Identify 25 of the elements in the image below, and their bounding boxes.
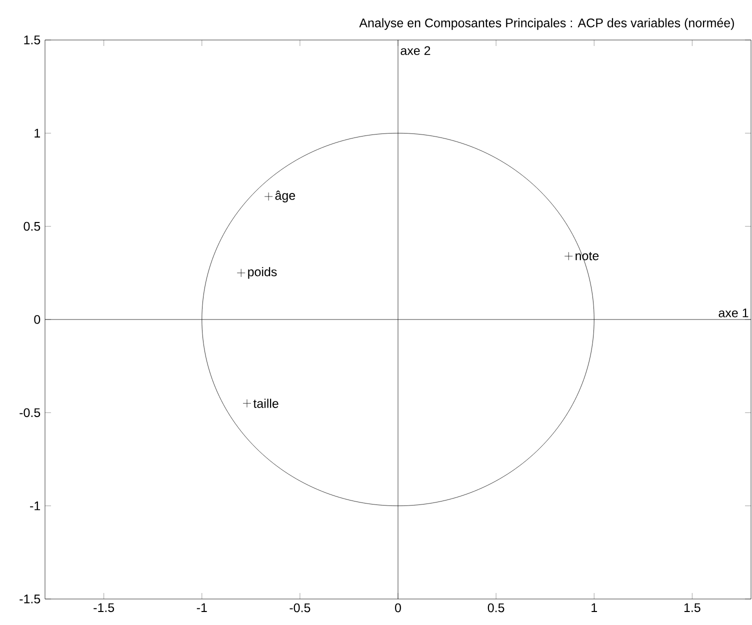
annotation: taille bbox=[253, 398, 278, 408]
annotation: poids bbox=[248, 267, 277, 279]
y-tick-label: 0 bbox=[34, 315, 40, 324]
y-tick-label: 1 bbox=[34, 128, 40, 138]
x-tick-label: 1.5 bbox=[684, 603, 700, 612]
y-tick-label: -0.5 bbox=[20, 408, 40, 418]
y-tick-label: 1.5 bbox=[24, 36, 40, 44]
annotation: âge bbox=[275, 190, 296, 202]
x-tick-label: -1.5 bbox=[94, 603, 114, 612]
point bbox=[264, 192, 273, 201]
y-tick-label: -1 bbox=[30, 502, 40, 510]
x-tick-label: -1 bbox=[196, 603, 207, 612]
x-tick-label: -0.5 bbox=[290, 603, 310, 612]
ref-line-label: axe 2 bbox=[400, 46, 430, 56]
y-tick-label: -1.5 bbox=[20, 594, 40, 604]
annotation: note bbox=[576, 252, 599, 260]
x-tick-label: 1 bbox=[592, 603, 597, 612]
ref-line-label: axe 1 bbox=[718, 308, 748, 318]
x-tick-label: 0 bbox=[395, 603, 401, 612]
point bbox=[564, 252, 573, 260]
y-tick-label: 0.5 bbox=[24, 222, 40, 231]
chart-title: Analyse en Composantes Principales : ACP des variables (normée) bbox=[359, 18, 734, 30]
x-tick-label: 0.5 bbox=[488, 603, 504, 612]
point bbox=[242, 399, 252, 408]
point bbox=[236, 268, 246, 278]
